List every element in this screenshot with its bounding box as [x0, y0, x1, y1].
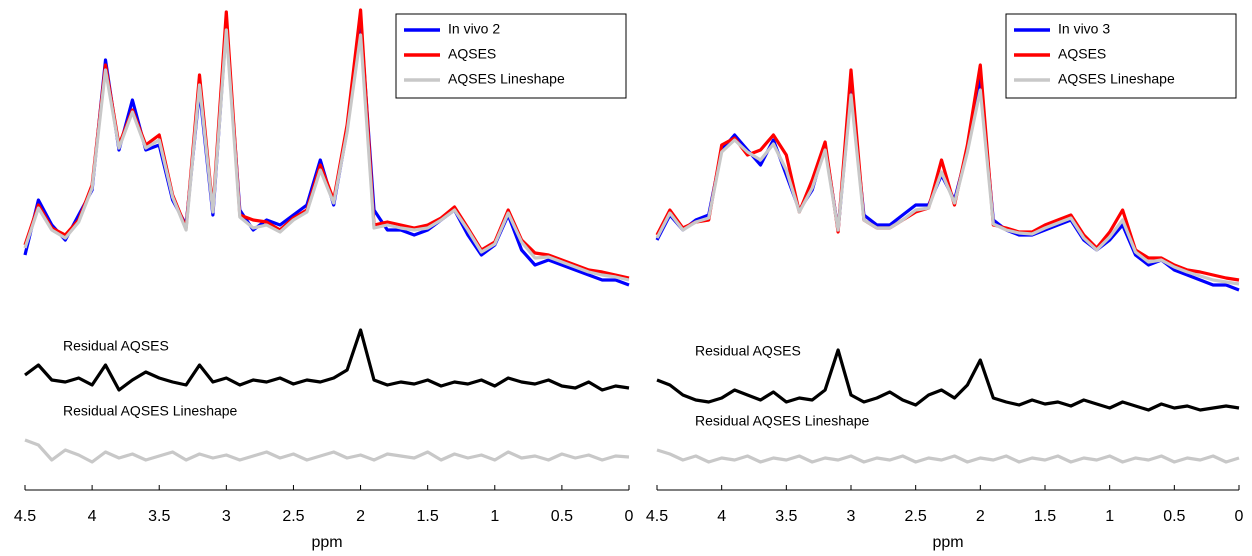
- x-tick-label: 1: [1105, 508, 1114, 525]
- legend-label: In vivo 3: [1058, 21, 1110, 37]
- residual-line: [656, 448, 1240, 464]
- x-tick-label: 4.5: [646, 508, 668, 525]
- x-tick-label: 0.5: [551, 508, 573, 525]
- x-tick-label: 0: [1235, 508, 1244, 525]
- x-tick-label: 3: [847, 508, 856, 525]
- x-tick-label: 3: [222, 508, 231, 525]
- legend-label: AQSES Lineshape: [1058, 71, 1175, 87]
- x-tick-label: 0: [625, 508, 634, 525]
- spectrum-line: [655, 88, 1240, 286]
- residual-label: Residual AQSES Lineshape: [63, 403, 238, 419]
- x-tick-label: 1: [490, 508, 499, 525]
- x-tick-label: 1.5: [417, 508, 439, 525]
- residual-label: Residual AQSES Lineshape: [695, 413, 870, 429]
- x-tick-label: 4: [717, 508, 726, 525]
- x-tick-label: 3.5: [775, 508, 797, 525]
- x-tick-label: 1.5: [1034, 508, 1056, 525]
- x-tick-label: 2.5: [905, 508, 927, 525]
- x-tick-label: 2: [976, 508, 985, 525]
- residual-label: Residual AQSES: [695, 343, 801, 359]
- legend-label: AQSES: [448, 46, 496, 62]
- spectrum-line: [23, 28, 630, 282]
- x-tick-label: 4: [88, 508, 97, 525]
- residual-line: [656, 348, 1240, 412]
- x-axis-label: ppm: [932, 534, 963, 551]
- x-tick-label: 2: [356, 508, 365, 525]
- x-tick-label: 2.5: [282, 508, 304, 525]
- spectrum-line: [655, 63, 1240, 282]
- residual-label: Residual AQSES: [63, 338, 169, 354]
- residual-line: [24, 328, 630, 392]
- x-tick-label: 0.5: [1163, 508, 1185, 525]
- legend-label: AQSES Lineshape: [448, 71, 565, 87]
- legend-box: [1005, 13, 1237, 99]
- x-tick-label: 4.5: [14, 508, 36, 525]
- legend-label: In vivo 2: [448, 21, 500, 37]
- x-tick-label: 3.5: [148, 508, 170, 525]
- x-axis-label: ppm: [311, 534, 342, 551]
- legend-label: AQSES: [1058, 46, 1106, 62]
- residual-line: [24, 438, 630, 464]
